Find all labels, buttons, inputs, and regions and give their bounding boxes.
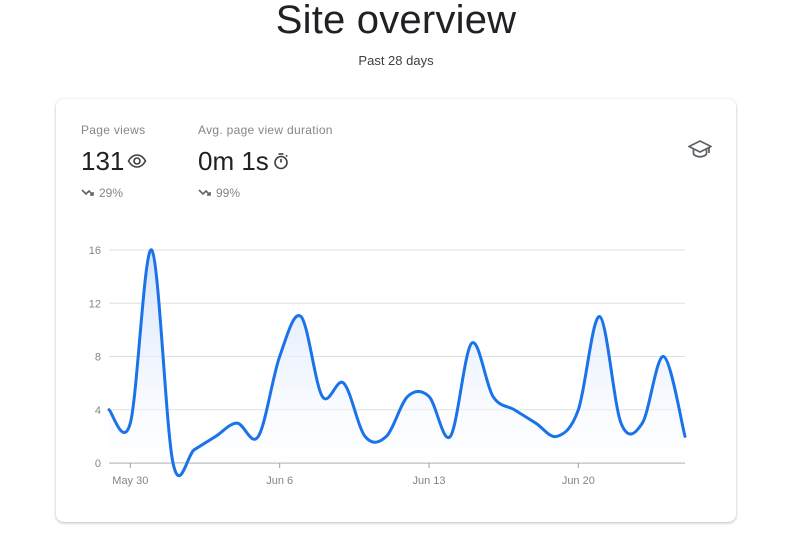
y-tick-label: 8 bbox=[95, 352, 101, 364]
data-point[interactable] bbox=[596, 313, 604, 321]
page-title: Site overview bbox=[275, 0, 517, 42]
overview-card: Page views 131 29% Avg. page view durati… bbox=[56, 99, 736, 522]
page-views-chart: 0 4 8 12 16 May 30 Jun 6 Jun 13 Jun 20 bbox=[89, 245, 689, 487]
x-tick-label: May 30 bbox=[112, 475, 148, 487]
eye-icon bbox=[127, 154, 147, 168]
x-tick-label: Jun 13 bbox=[412, 475, 445, 487]
y-tick-label: 0 bbox=[95, 458, 101, 470]
data-point[interactable] bbox=[148, 246, 156, 254]
trending-down-icon bbox=[81, 189, 94, 196]
data-point[interactable] bbox=[318, 392, 326, 400]
data-point[interactable] bbox=[190, 446, 198, 454]
data-point[interactable] bbox=[468, 339, 476, 347]
metric-value: 131 bbox=[81, 146, 125, 176]
data-point[interactable] bbox=[169, 459, 177, 467]
data-point[interactable] bbox=[361, 432, 369, 440]
data-point[interactable] bbox=[489, 392, 497, 400]
data-point[interactable] bbox=[382, 432, 390, 440]
data-point[interactable] bbox=[553, 432, 561, 440]
data-point[interactable] bbox=[297, 313, 305, 321]
data-point[interactable] bbox=[340, 379, 348, 387]
data-point[interactable] bbox=[681, 432, 689, 440]
data-point[interactable] bbox=[105, 406, 113, 414]
stopwatch-icon bbox=[272, 152, 290, 170]
data-point[interactable] bbox=[638, 419, 646, 427]
page-subtitle: Past 28 days bbox=[358, 53, 434, 68]
metric-label: Avg. page view duration bbox=[198, 123, 333, 137]
data-point[interactable] bbox=[446, 432, 454, 440]
data-point[interactable] bbox=[574, 406, 582, 414]
y-tick-label: 16 bbox=[89, 245, 101, 257]
trend-value: 99% bbox=[216, 186, 241, 200]
y-tick-label: 12 bbox=[89, 298, 101, 310]
trending-down-icon bbox=[198, 189, 211, 196]
metric-label: Page views bbox=[81, 123, 146, 137]
trend-value: 29% bbox=[99, 186, 124, 200]
data-point[interactable] bbox=[510, 406, 518, 414]
data-point[interactable] bbox=[617, 419, 625, 427]
metric-trend: 99% bbox=[198, 186, 333, 200]
data-point[interactable] bbox=[425, 392, 433, 400]
y-tick-label: 4 bbox=[95, 405, 101, 417]
series-line[interactable] bbox=[107, 248, 687, 478]
metric-value: 0m 1s bbox=[198, 146, 269, 176]
data-point[interactable] bbox=[532, 419, 540, 427]
data-point[interactable] bbox=[660, 353, 668, 361]
metric-avg-duration[interactable]: Avg. page view duration 0m 1s 99% bbox=[198, 123, 333, 200]
data-point[interactable] bbox=[404, 392, 412, 400]
x-tick-label: Jun 20 bbox=[562, 475, 595, 487]
data-point[interactable] bbox=[276, 353, 284, 361]
x-tick-label: Jun 6 bbox=[266, 475, 293, 487]
data-point[interactable] bbox=[254, 432, 262, 440]
metric-page-views[interactable]: Page views 131 29% bbox=[81, 123, 147, 200]
series-area bbox=[109, 249, 685, 476]
data-point[interactable] bbox=[212, 432, 220, 440]
data-point[interactable] bbox=[126, 419, 134, 427]
data-point[interactable] bbox=[233, 419, 241, 427]
metric-trend: 29% bbox=[81, 186, 147, 200]
school-cap-icon[interactable] bbox=[688, 139, 712, 164]
